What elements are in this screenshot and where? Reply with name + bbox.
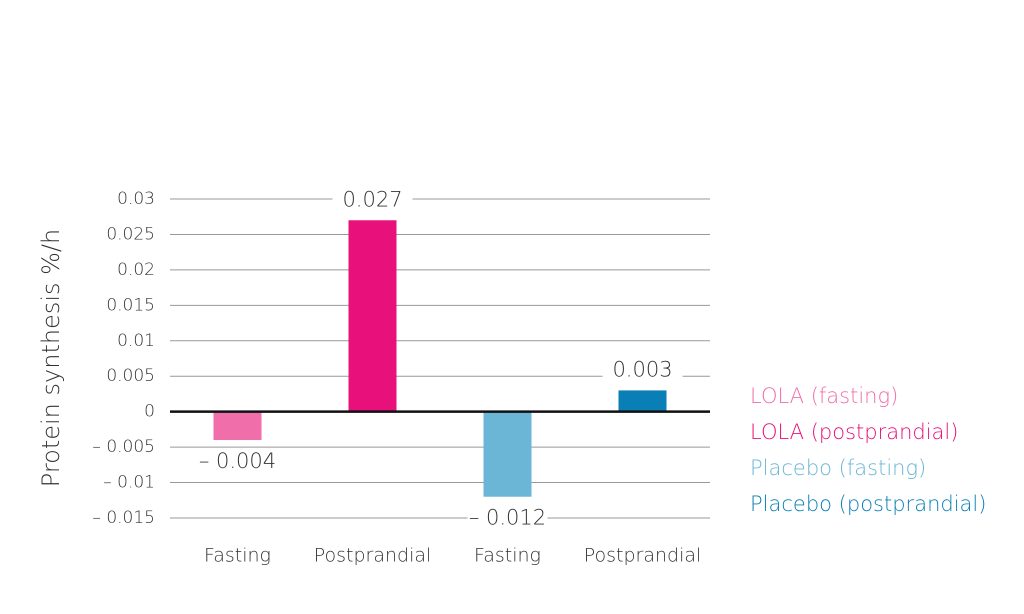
y-tick-label: 0.025: [106, 224, 155, 244]
value-label: – 0.012: [469, 506, 546, 530]
value-label-bg: [197, 450, 278, 475]
legend-label: Placebo (postprandial): [750, 492, 986, 516]
value-label-bg: [467, 506, 548, 531]
y-tick-label: 0.03: [117, 189, 155, 209]
y-tick-label: 0: [144, 402, 155, 422]
y-tick-label: – 0.01: [103, 473, 155, 493]
bar: [348, 220, 397, 412]
x-tick-label: Postprandial: [584, 545, 702, 567]
y-tick-label: 0.02: [117, 260, 155, 280]
y-tick-label: – 0.005: [92, 437, 155, 457]
x-tick-label: Fasting: [204, 545, 271, 567]
legend-label: Placebo (fasting): [750, 456, 926, 480]
y-tick-label: 0.005: [106, 366, 155, 386]
legend-label: LOLA (postprandial): [750, 420, 958, 444]
value-label: – 0.004: [199, 449, 276, 473]
bar: [618, 390, 667, 412]
bar: [483, 411, 532, 497]
y-tick-label: 0.015: [106, 295, 155, 315]
x-tick-label: Postprandial: [314, 545, 432, 567]
value-label: 0.027: [342, 187, 402, 211]
value-label-bg: [332, 188, 413, 213]
y-tick-label: – 0.015: [92, 508, 155, 528]
y-tick-label: 0.01: [117, 331, 155, 351]
bar: [213, 411, 262, 441]
x-tick-label: Fasting: [474, 545, 541, 567]
legend-label: LOLA (fasting): [750, 384, 898, 408]
value-label-bg: [602, 358, 683, 383]
y-axis-title: Protein synthesis %/h: [37, 229, 65, 487]
value-label: 0.003: [612, 357, 672, 381]
